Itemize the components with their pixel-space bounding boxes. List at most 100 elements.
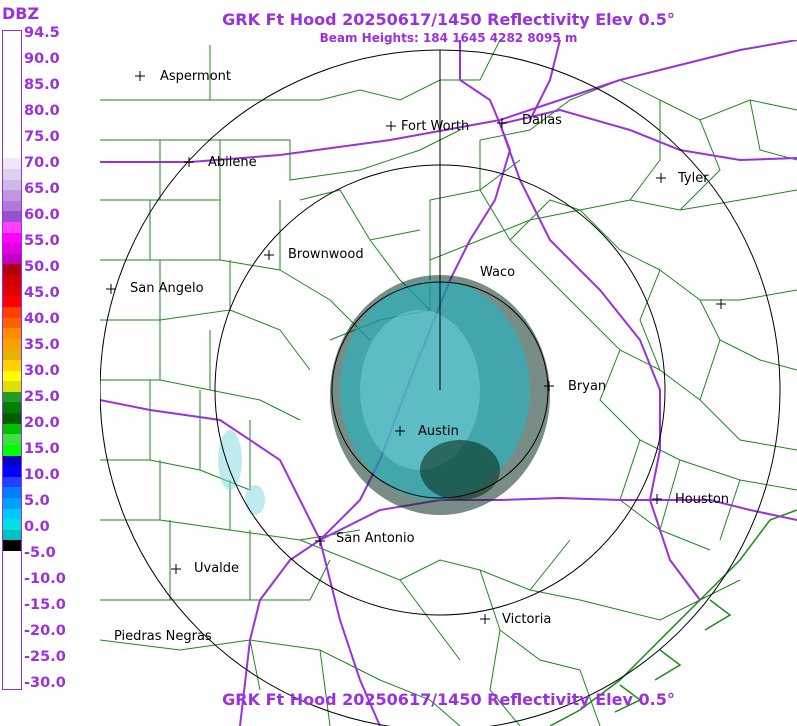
legend-swatch <box>3 190 21 202</box>
city-houston: Houston <box>675 492 729 507</box>
legend-label: -15.0 <box>24 597 66 613</box>
range-rings <box>100 49 781 726</box>
legend-swatch <box>3 434 21 446</box>
legend-swatch <box>3 137 21 149</box>
legend-label: 50.0 <box>24 259 60 275</box>
legend-swatch <box>3 328 21 340</box>
legend-swatch <box>3 657 21 669</box>
city-markers <box>106 71 726 624</box>
legend-swatch <box>3 487 21 499</box>
radar-map[interactable]: Aspermont Abilene Fort Worth Dallas Tyle… <box>100 40 797 726</box>
radar-footer-title: GRK Ft Hood 20250617/1450 Reflectivity E… <box>222 690 675 709</box>
city-piedras-negras: Piedras Negras <box>114 629 212 644</box>
city-abilene: Abilene <box>208 155 257 170</box>
city-brownwood: Brownwood <box>288 247 364 262</box>
legend-swatch <box>3 168 21 180</box>
legend-label: 35.0 <box>24 337 60 353</box>
beam-heights-subtitle: Beam Heights: 184 1645 4282 8095 m <box>319 31 578 45</box>
legend-label: 85.0 <box>24 77 60 93</box>
legend-swatch <box>3 519 21 531</box>
city-austin: Austin <box>418 424 459 439</box>
legend-swatch <box>3 211 21 223</box>
city-victoria: Victoria <box>502 612 551 627</box>
legend-swatch <box>3 391 21 403</box>
legend-swatch <box>3 232 21 244</box>
legend-swatch <box>3 275 21 287</box>
legend-label: -5.0 <box>24 545 56 561</box>
legend-label: 40.0 <box>24 311 60 327</box>
legend-swatch <box>3 529 21 541</box>
city-dallas: Dallas <box>522 113 562 128</box>
city-aspermont: Aspermont <box>160 69 231 84</box>
legend-swatch <box>3 370 21 382</box>
legend-label: -20.0 <box>24 623 66 639</box>
legend-swatch <box>3 41 21 53</box>
legend-swatch <box>3 52 21 64</box>
legend-color-bar <box>2 30 22 690</box>
legend-swatch <box>3 360 21 371</box>
legend-swatch <box>3 572 21 584</box>
legend-label: -30.0 <box>24 675 66 691</box>
legend-swatch <box>3 466 21 478</box>
county-lines <box>100 40 797 726</box>
legend-swatch <box>3 338 21 350</box>
legend-swatch <box>3 94 21 106</box>
legend-label: 90.0 <box>24 51 60 67</box>
legend-swatch <box>3 540 21 552</box>
legend-swatch <box>3 508 21 520</box>
legend-swatch <box>3 73 21 85</box>
legend-label: 25.0 <box>24 389 60 405</box>
legend-swatch <box>3 614 21 626</box>
city-bryan: Bryan <box>568 379 606 394</box>
legend-swatch <box>3 635 21 647</box>
legend-swatch <box>3 158 21 170</box>
legend-label: 80.0 <box>24 103 60 119</box>
legend-unit: DBZ <box>2 4 40 23</box>
interstate-highways <box>100 40 797 726</box>
legend-swatch <box>3 349 21 361</box>
legend-swatch <box>3 253 21 265</box>
legend-label: 10.0 <box>24 467 60 483</box>
legend-swatch <box>3 402 21 414</box>
legend-swatch <box>3 678 21 690</box>
legend-swatch <box>3 285 21 297</box>
legend-label: -10.0 <box>24 571 66 587</box>
legend-swatch <box>3 561 21 573</box>
legend-swatch <box>3 115 21 127</box>
legend-swatch <box>3 264 21 276</box>
legend-swatch <box>3 243 21 255</box>
legend-swatch <box>3 105 21 117</box>
city-waco: Waco <box>480 265 515 280</box>
legend-label: 5.0 <box>24 493 50 509</box>
legend-label: 15.0 <box>24 441 60 457</box>
city-tyler: Tyler <box>677 171 709 186</box>
legend-swatch <box>3 200 21 212</box>
legend-swatch <box>3 179 21 191</box>
city-fort-worth: Fort Worth <box>401 119 469 134</box>
legend-swatch <box>3 147 21 159</box>
legend-swatch <box>3 413 21 425</box>
radar-title: GRK Ft Hood 20250617/1450 Reflectivity E… <box>222 10 675 29</box>
legend-label: 75.0 <box>24 129 60 145</box>
legend-swatch <box>3 296 21 308</box>
coastline <box>549 509 797 726</box>
legend-swatch <box>3 444 21 456</box>
reflectivity-echoes <box>218 275 550 515</box>
legend-swatch <box>3 646 21 658</box>
legend-swatch <box>3 306 21 318</box>
legend-swatch <box>3 62 21 74</box>
legend-swatch <box>3 497 21 509</box>
city-san-antonio: San Antonio <box>336 531 415 546</box>
legend-swatch <box>3 593 21 605</box>
legend-swatch <box>3 222 21 234</box>
legend-swatch <box>3 551 21 563</box>
legend-swatch <box>3 31 21 42</box>
legend-swatch <box>3 625 21 637</box>
legend-label: 94.5 <box>24 25 60 41</box>
legend-swatch <box>3 455 21 467</box>
legend-label: 20.0 <box>24 415 60 431</box>
legend-swatch <box>3 423 21 435</box>
legend-swatch <box>3 667 21 679</box>
city-uvalde: Uvalde <box>194 561 239 576</box>
legend-label: 30.0 <box>24 363 60 379</box>
